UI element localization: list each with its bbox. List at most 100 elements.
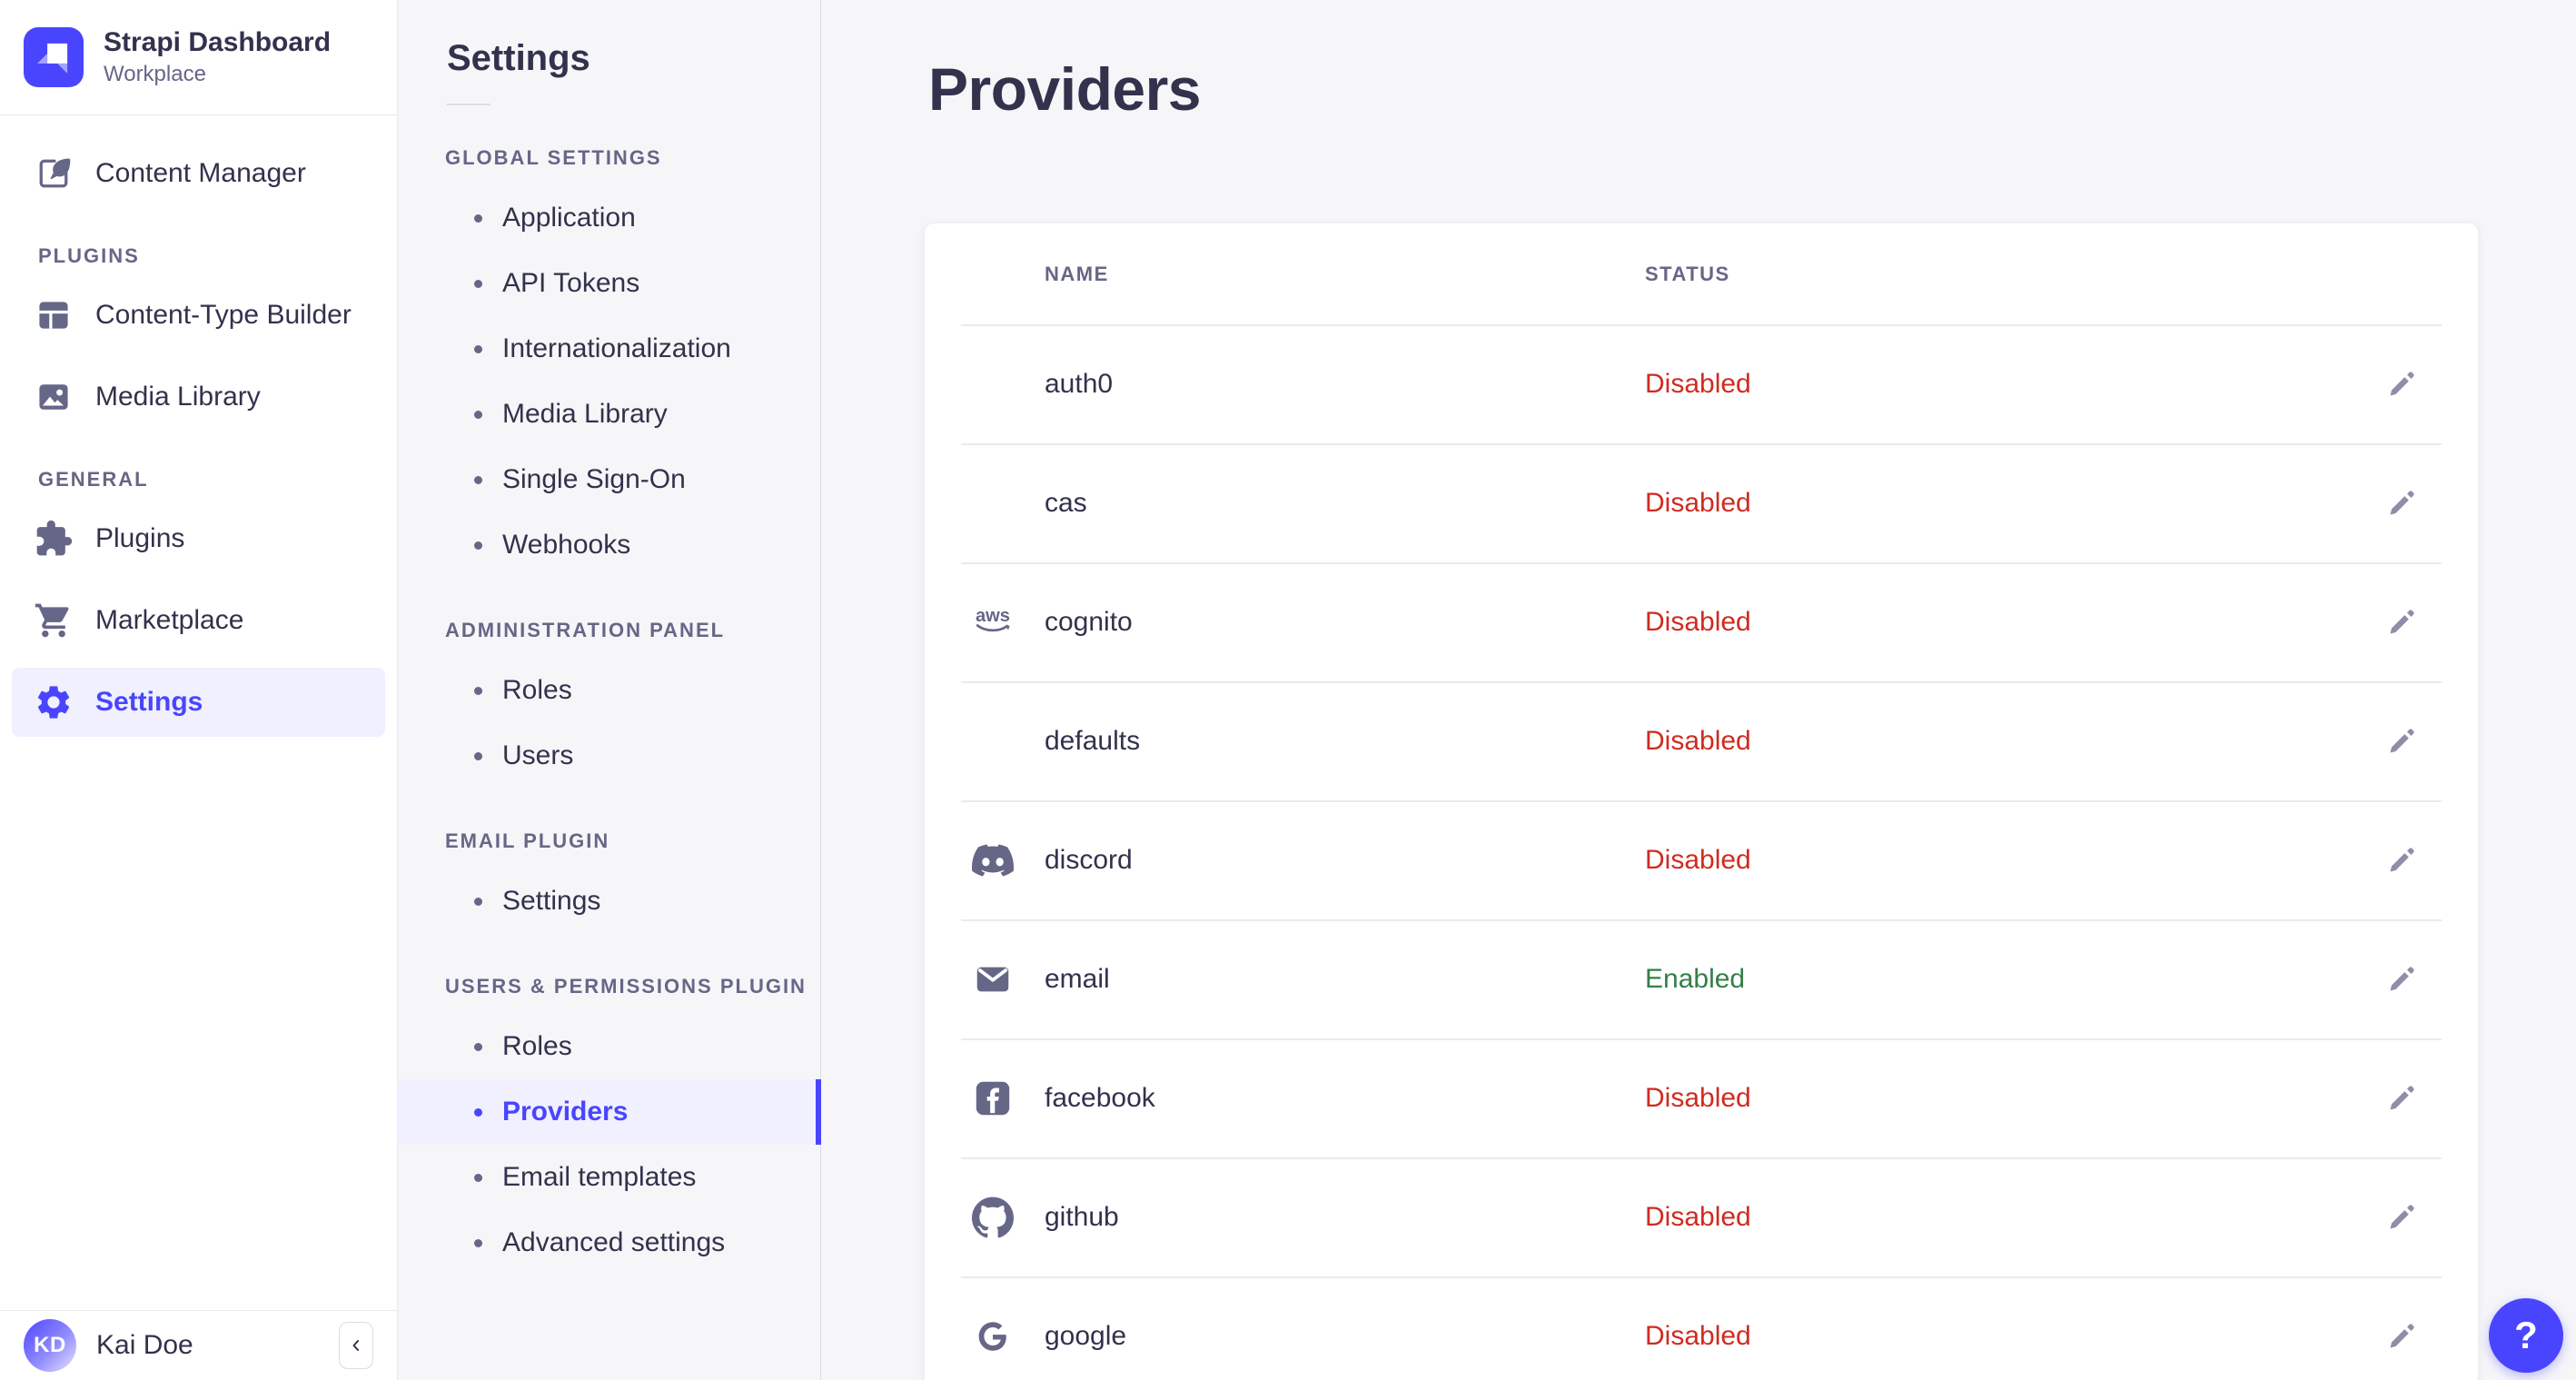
subnav-item-email-settings[interactable]: Settings — [398, 869, 820, 934]
provider-name: cognito — [1045, 606, 1133, 637]
sidebar-item-content-type-builder[interactable]: Content-Type Builder — [12, 281, 385, 350]
provider-row[interactable]: facebook Disabled — [925, 1038, 2478, 1157]
provider-name: discord — [1045, 844, 1133, 875]
settings-subnav: Settings GLOBAL SETTINGS Application API… — [398, 0, 821, 1380]
provider-status: Disabled — [1645, 606, 1751, 637]
subnav-item-label: Email templates — [502, 1162, 697, 1192]
provider-status: Disabled — [1645, 725, 1751, 756]
subnav-item-label: Webhooks — [502, 530, 631, 560]
bullet-icon — [474, 475, 482, 484]
strapi-logo-glyph — [24, 27, 84, 87]
strapi-logo-icon — [24, 27, 84, 87]
subnav-item-single-sign-on[interactable]: Single Sign-On — [398, 447, 820, 512]
bullet-icon — [474, 897, 482, 906]
sidebar-section-plugins: PLUGINS — [38, 244, 140, 267]
provider-status: Disabled — [1645, 844, 1751, 875]
provider-row[interactable]: email Enabled — [925, 919, 2478, 1038]
sidebar-item-content-manager[interactable]: Content Manager — [12, 139, 385, 208]
provider-status: Disabled — [1645, 1320, 1751, 1351]
subnav-item-media-library[interactable]: Media Library — [398, 382, 820, 447]
layout-grid-icon — [34, 295, 74, 335]
provider-icon-slot — [972, 1196, 1045, 1238]
provider-row[interactable]: google Disabled — [925, 1276, 2478, 1380]
sidebar-item-label: Media Library — [95, 382, 261, 412]
sidebar-item-label: Content-Type Builder — [95, 300, 352, 330]
puzzle-piece-icon — [34, 519, 74, 559]
sidebar-item-label: Settings — [95, 687, 203, 717]
discord-icon — [972, 839, 1014, 881]
subnav-item-label: Media Library — [502, 399, 668, 429]
provider-row[interactable]: discord Disabled — [925, 800, 2478, 919]
subnav-item-label: Settings — [502, 886, 601, 916]
bullet-icon — [474, 1238, 482, 1247]
pencil-icon — [2383, 961, 2420, 998]
user-avatar[interactable]: KD — [24, 1319, 76, 1372]
sidebar-item-media-library[interactable]: Media Library — [12, 362, 385, 432]
bullet-icon — [474, 1107, 482, 1117]
provider-row[interactable]: cas Disabled — [925, 443, 2478, 562]
edit-provider-button[interactable] — [2376, 1311, 2427, 1362]
provider-icon-slot — [972, 958, 1045, 1000]
provider-row[interactable]: auth0 Disabled — [925, 324, 2478, 443]
sidebar-item-marketplace[interactable]: Marketplace — [12, 586, 385, 655]
provider-row[interactable]: cognito Disabled — [925, 562, 2478, 681]
subnav-item-label: Providers — [502, 1097, 629, 1127]
subnav-section-global-settings: GLOBAL SETTINGS — [445, 146, 662, 169]
bullet-icon — [474, 751, 482, 760]
edit-provider-button[interactable] — [2376, 1192, 2427, 1243]
edit-provider-button[interactable] — [2376, 835, 2427, 886]
bullet-icon — [474, 1042, 482, 1051]
subnav-item-label: Internationalization — [502, 333, 731, 363]
subnav-item-admin-roles[interactable]: Roles — [398, 658, 820, 723]
brand-title: Strapi Dashboard — [104, 27, 332, 57]
pencil-icon — [2383, 604, 2420, 640]
subnav-item-advanced-settings[interactable]: Advanced settings — [398, 1210, 820, 1276]
provider-name: github — [1045, 1201, 1119, 1232]
brand-block[interactable]: Strapi Dashboard Workplace — [0, 0, 397, 115]
subnav-item-internationalization[interactable]: Internationalization — [398, 316, 820, 382]
provider-row[interactable]: github Disabled — [925, 1157, 2478, 1276]
edit-provider-button[interactable] — [2376, 597, 2427, 648]
edit-provider-button[interactable] — [2376, 478, 2427, 529]
bullet-icon — [474, 410, 482, 419]
subnav-item-label: Single Sign-On — [502, 464, 686, 494]
provider-name: google — [1045, 1320, 1127, 1351]
feather-pen-icon — [34, 154, 74, 194]
sidebar-item-settings[interactable]: Settings — [12, 668, 385, 737]
bullet-icon — [474, 344, 482, 353]
help-button[interactable]: ? — [2489, 1298, 2563, 1373]
provider-row[interactable]: defaults Disabled — [925, 681, 2478, 800]
sidebar-item-label: Marketplace — [95, 605, 244, 635]
provider-status: Enabled — [1645, 963, 1746, 994]
subnav-item-up-roles[interactable]: Roles — [398, 1014, 820, 1079]
gear-icon — [34, 682, 74, 722]
provider-name: facebook — [1045, 1082, 1155, 1113]
collapse-sidebar-button[interactable] — [339, 1322, 373, 1369]
provider-status: Disabled — [1645, 487, 1751, 518]
table-body: auth0 Disabled cas Disabled — [925, 324, 2478, 1380]
provider-icon-slot — [972, 601, 1045, 643]
subnav-item-webhooks[interactable]: Webhooks — [398, 512, 820, 578]
subnav-title: Settings — [447, 38, 590, 78]
shopping-cart-icon — [34, 601, 74, 640]
provider-name: defaults — [1045, 725, 1141, 756]
edit-provider-button[interactable] — [2376, 359, 2427, 410]
subnav-item-email-templates[interactable]: Email templates — [398, 1145, 820, 1210]
subnav-item-api-tokens[interactable]: API Tokens — [398, 251, 820, 316]
pencil-icon — [2383, 366, 2420, 402]
brand-subtitle: Workplace — [104, 62, 206, 86]
google-icon — [972, 1315, 1014, 1357]
subnav-item-label: Application — [502, 203, 636, 233]
provider-icon-slot — [972, 1315, 1045, 1357]
main-sidebar: Strapi Dashboard Workplace Content Manag… — [0, 0, 398, 1380]
subnav-item-providers[interactable]: Providers — [398, 1079, 821, 1145]
edit-provider-button[interactable] — [2376, 954, 2427, 1005]
edit-provider-button[interactable] — [2376, 1073, 2427, 1124]
email-icon — [972, 958, 1014, 1000]
subnav-item-application[interactable]: Application — [398, 185, 820, 251]
edit-provider-button[interactable] — [2376, 716, 2427, 767]
subnav-item-admin-users[interactable]: Users — [398, 723, 820, 789]
pencil-icon — [2383, 1318, 2420, 1355]
sidebar-item-plugins[interactable]: Plugins — [12, 504, 385, 573]
subnav-item-label: Users — [502, 740, 574, 770]
